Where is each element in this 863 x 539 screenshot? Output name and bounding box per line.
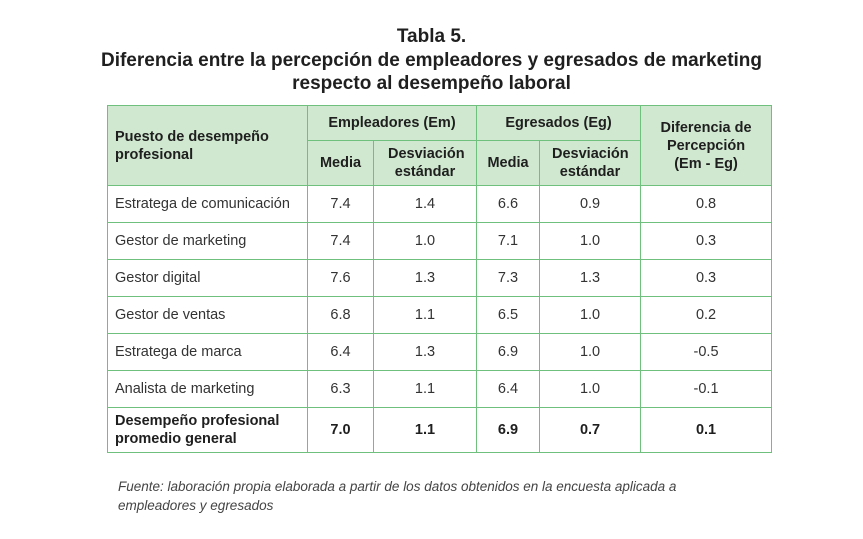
- header-puesto: Puesto de desempeño profesional: [107, 105, 308, 186]
- row-em-desv: 1.3: [372, 259, 478, 297]
- row-eg-media: 6.6: [476, 185, 541, 223]
- row-eg-media: 6.5: [476, 296, 541, 334]
- total-eg-desv: 0.7: [539, 407, 642, 453]
- table-row: Gestor de marketing 7.4 1.0 7.1 1.0 0.3: [107, 222, 773, 260]
- row-em-desv: 1.3: [372, 333, 478, 371]
- row-dif: -0.5: [640, 333, 773, 371]
- row-em-media: 7.6: [307, 259, 374, 297]
- row-puesto: Estratega de marca: [107, 333, 308, 371]
- data-table: Puesto de desempeño profesional Empleado…: [107, 105, 773, 453]
- table-row: Gestor digital 7.6 1.3 7.3 1.3 0.3: [107, 259, 773, 297]
- header-empleadores: Empleadores (Em): [306, 105, 478, 141]
- row-em-media: 6.3: [307, 370, 374, 408]
- row-dif: 0.3: [640, 222, 773, 260]
- row-em-media: 6.4: [307, 333, 374, 371]
- table-row: Estratega de comunicación 7.4 1.4 6.6 0.…: [107, 185, 773, 223]
- row-eg-media: 7.3: [476, 259, 541, 297]
- row-puesto: Analista de marketing: [107, 370, 308, 408]
- total-eg-media: 6.9: [476, 407, 541, 453]
- header-egresados: Egresados (Eg): [476, 105, 642, 141]
- row-eg-desv: 1.3: [539, 259, 642, 297]
- row-eg-desv: 1.0: [539, 370, 642, 408]
- total-puesto: Desempeño profesional promedio general: [107, 407, 308, 453]
- row-puesto: Gestor de ventas: [107, 296, 308, 334]
- row-puesto: Gestor de marketing: [107, 222, 308, 260]
- total-dif: 0.1: [640, 407, 773, 453]
- table-source-note: Fuente: laboración propia elaborada a pa…: [118, 479, 677, 513]
- row-em-desv: 1.0: [372, 222, 478, 260]
- row-dif: 0.3: [640, 259, 773, 297]
- row-dif: 0.2: [640, 296, 773, 334]
- row-eg-desv: 1.0: [539, 333, 642, 371]
- header-diferencia: Diferencia de Percepción (Em - Eg): [640, 105, 773, 186]
- row-eg-media: 6.9: [476, 333, 541, 371]
- header-eg-desviacion: Desviación estándar: [539, 140, 642, 186]
- row-em-media: 7.4: [307, 222, 374, 260]
- table-row: Estratega de marca 6.4 1.3 6.9 1.0 -0.5: [107, 333, 773, 371]
- table-row: Analista de marketing 6.3 1.1 6.4 1.0 -0…: [107, 370, 773, 408]
- table-total-row: Desempeño profesional promedio general 7…: [107, 407, 773, 453]
- row-em-media: 7.4: [307, 185, 374, 223]
- row-eg-media: 7.1: [476, 222, 541, 260]
- row-eg-desv: 1.0: [539, 296, 642, 334]
- row-puesto: Estratega de comunicación: [107, 185, 308, 223]
- table-number: Tabla 5.: [396, 26, 467, 47]
- total-em-desv: 1.1: [372, 407, 478, 453]
- header-em-media: Media: [307, 140, 374, 186]
- row-eg-desv: 1.0: [539, 222, 642, 260]
- table-title-line1: Diferencia entre la percepción de emplea…: [100, 50, 763, 71]
- row-puesto: Gestor digital: [107, 259, 308, 297]
- row-dif: 0.8: [640, 185, 773, 223]
- row-em-media: 6.8: [307, 296, 374, 334]
- total-em-media: 7.0: [307, 407, 374, 453]
- table-title-line2: respecto al desempeño laboral: [292, 73, 571, 94]
- row-eg-desv: 0.9: [539, 185, 642, 223]
- row-em-desv: 1.4: [372, 185, 478, 223]
- header-eg-media: Media: [476, 140, 541, 186]
- row-em-desv: 1.1: [372, 296, 478, 334]
- row-eg-media: 6.4: [476, 370, 541, 408]
- header-em-desviacion: Desviación estándar: [372, 140, 478, 186]
- table-row: Gestor de ventas 6.8 1.1 6.5 1.0 0.2: [107, 296, 773, 334]
- row-em-desv: 1.1: [372, 370, 478, 408]
- row-dif: -0.1: [640, 370, 773, 408]
